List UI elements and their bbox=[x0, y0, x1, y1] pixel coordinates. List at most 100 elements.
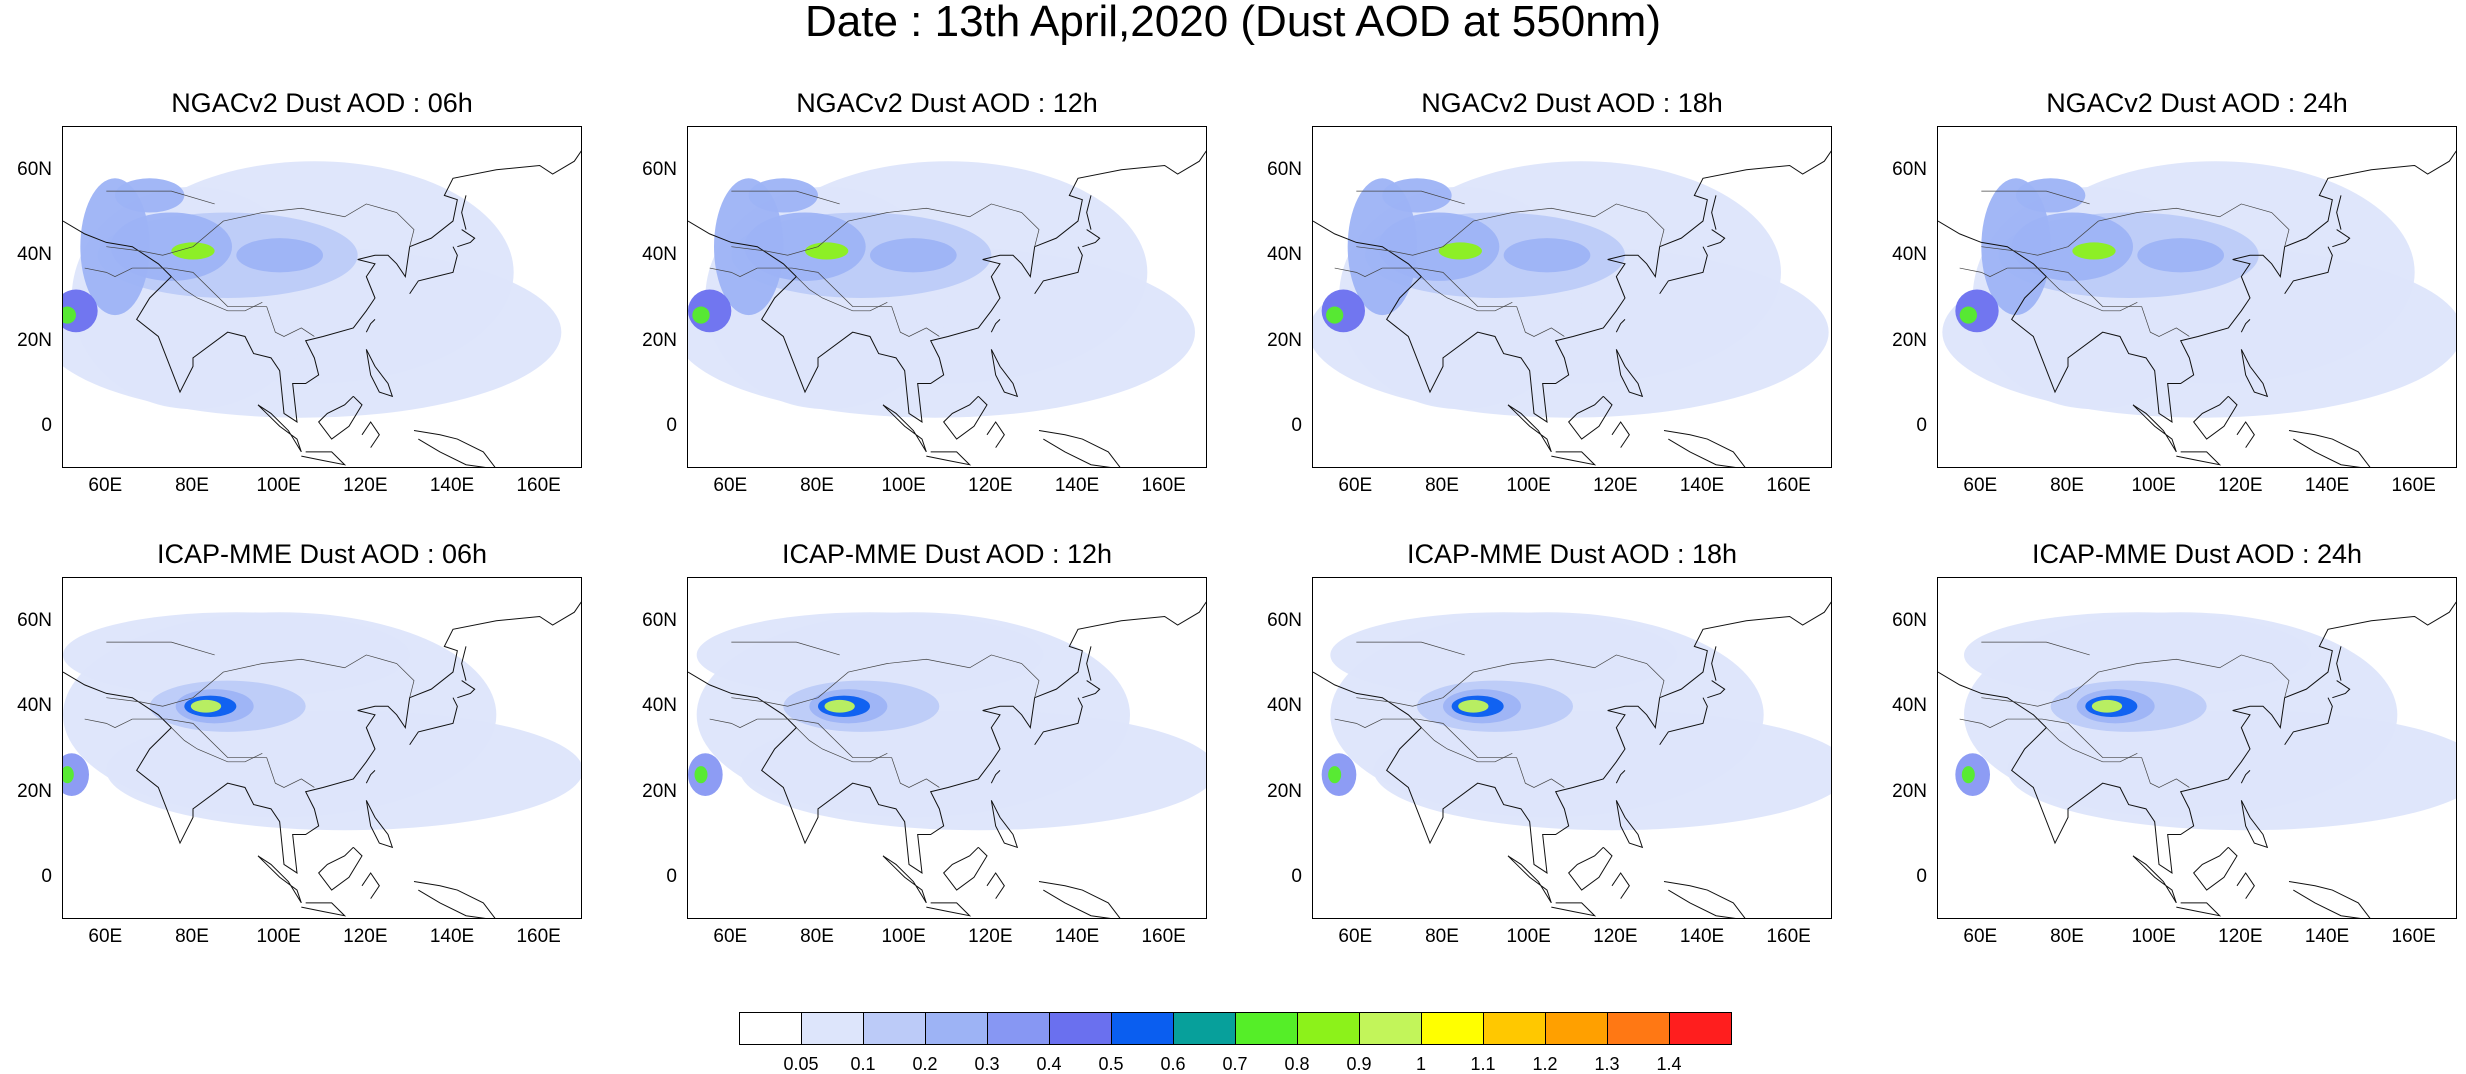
country-border bbox=[106, 654, 415, 707]
dust-field bbox=[2137, 238, 2224, 273]
lon-tick-label: 80E bbox=[1425, 475, 1459, 496]
country-border bbox=[891, 757, 940, 788]
dust-field bbox=[115, 178, 185, 213]
dust-field bbox=[190, 699, 222, 713]
coastline bbox=[257, 855, 302, 904]
coastline bbox=[457, 680, 476, 699]
colorbar-swatch bbox=[1483, 1012, 1546, 1045]
lon-tick-label: 100E bbox=[1506, 475, 1551, 496]
colorbar-label: 1.2 bbox=[1532, 1054, 1558, 1074]
lat-tick-label: 60N bbox=[1267, 609, 1302, 631]
lon-tick-label: 80E bbox=[175, 926, 209, 947]
lon-tick-label: 60E bbox=[1963, 926, 1998, 947]
coastline bbox=[990, 319, 1001, 333]
lat-tick-label: 40N bbox=[642, 244, 677, 266]
country-border bbox=[1981, 190, 2090, 205]
country-border bbox=[171, 727, 263, 763]
colorbar-swatch bbox=[801, 1012, 864, 1045]
coastline bbox=[1034, 697, 1083, 746]
coastline bbox=[1507, 404, 1552, 453]
map-panel: NGACv2 Dust AOD : 24h 60N 40N 20N 0 60E 80E 100… bbox=[1892, 88, 2457, 495]
country-border bbox=[891, 306, 940, 337]
lon-tick-label: 80E bbox=[175, 475, 209, 496]
lon-tick-label: 60E bbox=[88, 475, 123, 496]
country-border bbox=[1356, 641, 1465, 656]
dust-field bbox=[1326, 306, 1344, 324]
coastline bbox=[409, 697, 458, 746]
coastline bbox=[1711, 646, 1717, 681]
lat-tick-label: 40N bbox=[17, 244, 52, 266]
coastline bbox=[2193, 846, 2238, 891]
dust-aod-map bbox=[1938, 601, 2456, 918]
map-panel: NGACv2 Dust AOD : 12h 60N 40N 20N 0 60E 80E 100… bbox=[642, 90, 1207, 495]
coastline bbox=[2284, 246, 2333, 295]
lon-tick-label: 160E bbox=[2391, 475, 2436, 496]
country-border bbox=[731, 190, 840, 205]
coastline bbox=[409, 246, 458, 295]
panel-title: ICAP-MME Dust AOD : 18h bbox=[1406, 539, 1738, 569]
dust-field bbox=[748, 178, 818, 213]
lat-tick-label: 0 bbox=[666, 866, 677, 888]
lon-tick-label: 100E bbox=[256, 926, 301, 947]
coastline bbox=[1711, 195, 1717, 230]
dust-aod-map bbox=[63, 601, 581, 918]
country-border bbox=[266, 757, 315, 788]
colorbar-label: 1 bbox=[1415, 1054, 1426, 1074]
coastline bbox=[1034, 246, 1083, 295]
colorbar-label: 0.9 bbox=[1346, 1054, 1372, 1074]
panel-title: ICAP-MME Dust AOD : 06h bbox=[156, 539, 488, 569]
coastline bbox=[318, 395, 363, 440]
dust-field bbox=[696, 612, 1044, 698]
country-border bbox=[709, 718, 758, 729]
coastline bbox=[2336, 195, 2342, 230]
country-border bbox=[1356, 654, 1665, 707]
colorbar-label: 0.05 bbox=[783, 1054, 819, 1074]
lon-tick-label: 140E bbox=[2304, 926, 2350, 947]
dust-field bbox=[824, 699, 855, 713]
lat-tick-label: 60N bbox=[17, 609, 52, 631]
coastline bbox=[361, 421, 380, 448]
panel-title: NGACv2 Dust AOD : 06h bbox=[171, 88, 473, 118]
country-border bbox=[84, 718, 133, 729]
lon-tick-label: 140E bbox=[429, 475, 475, 496]
dust-field bbox=[1503, 238, 1591, 273]
country-border bbox=[757, 718, 892, 758]
map-panel: NGACv2 Dust AOD : 06h 60N 40N 20N 0 60E 80E 100… bbox=[17, 88, 582, 495]
lon-tick-label: 140E bbox=[2304, 475, 2350, 496]
country-border bbox=[1334, 718, 1383, 729]
map-panel: ICAP-MME Dust AOD : 18h 60N 40N 20N 0 60E 80E 1… bbox=[1267, 539, 1832, 946]
lat-tick-label: 0 bbox=[1291, 415, 1302, 437]
panel-title: NGACv2 Dust AOD : 24h bbox=[2046, 88, 2348, 118]
coastline bbox=[413, 430, 496, 467]
coastline bbox=[2176, 451, 2222, 466]
coastline bbox=[461, 646, 467, 681]
country-border bbox=[1959, 718, 2008, 729]
colorbar-label: 0.2 bbox=[912, 1054, 938, 1074]
coastline bbox=[1615, 319, 1626, 333]
colorbar-label: 0.8 bbox=[1284, 1054, 1310, 1074]
lat-tick-label: 0 bbox=[666, 415, 677, 437]
lat-tick-label: 20N bbox=[642, 329, 677, 351]
map-panel: ICAP-MME Dust AOD : 06h 60N 40N 20N 0 60E 80E 1… bbox=[17, 539, 582, 946]
country-border bbox=[1334, 267, 1383, 278]
lon-tick-label: 100E bbox=[2131, 926, 2176, 947]
lat-tick-label: 20N bbox=[1892, 780, 1927, 802]
country-border bbox=[106, 203, 415, 256]
map-panel: NGACv2 Dust AOD : 18h 60N 40N 20N 0 60E 80E 100… bbox=[1267, 90, 1832, 495]
coastline bbox=[2240, 800, 2269, 849]
lon-tick-label: 60E bbox=[713, 475, 748, 496]
lon-tick-label: 60E bbox=[1338, 475, 1373, 496]
coastline bbox=[2236, 872, 2255, 899]
dust-field bbox=[1961, 766, 1975, 784]
dust-field bbox=[106, 710, 581, 831]
coastline bbox=[63, 601, 581, 874]
colorbar-label: 1.3 bbox=[1594, 1054, 1620, 1074]
colorbar-swatch bbox=[1111, 1012, 1174, 1045]
lat-tick-label: 20N bbox=[1892, 329, 1927, 351]
lat-tick-label: 60N bbox=[1892, 158, 1927, 180]
lon-tick-label: 60E bbox=[88, 926, 123, 947]
country-border bbox=[171, 276, 263, 312]
colorbar-label: 0.7 bbox=[1222, 1054, 1248, 1074]
coastline bbox=[943, 846, 988, 891]
coastline bbox=[990, 349, 1019, 398]
